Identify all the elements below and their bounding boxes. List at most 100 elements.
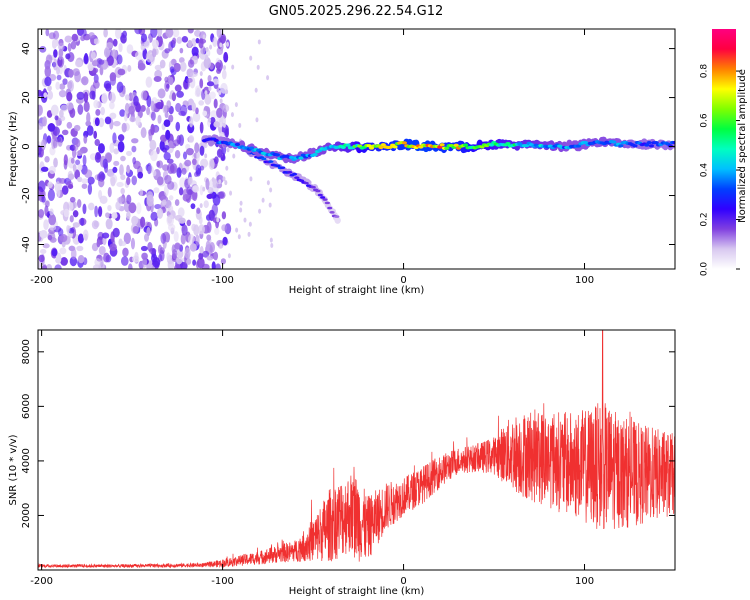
heatmap-noise-blob — [99, 256, 104, 268]
heatmap-noise-blob — [55, 81, 60, 91]
heatmap-noise-blob — [203, 200, 209, 209]
spectrogram-marks — [38, 29, 675, 269]
spectrogram-ytick-label: 0 — [21, 143, 32, 149]
heatmap-noise-blob — [91, 60, 98, 67]
heatmap-ridge-core — [401, 141, 408, 145]
snr-marks — [38, 330, 675, 569]
heatmap-branch-core — [261, 157, 267, 161]
heatmap-ridge-core — [213, 138, 219, 143]
heatmap-noise-blob — [111, 49, 118, 59]
heatmap-noise-blob — [82, 29, 87, 37]
heatmap-noise-blob — [63, 154, 68, 166]
heatmap-noise-blob — [196, 150, 200, 162]
snr-ylabel: SNR (10 * v/v) — [8, 434, 19, 505]
heatmap-noise-blob — [45, 29, 50, 37]
heatmap-noise-blob — [156, 208, 164, 220]
heatmap-noise-blob — [140, 245, 148, 252]
heatmap-noise-blob — [218, 131, 225, 138]
heatmap-noise-blob — [206, 255, 214, 261]
heatmap-branch-core — [287, 171, 293, 174]
heatmap-noise-blob — [128, 105, 135, 115]
heatmap-branch-core — [322, 198, 328, 201]
heatmap-noise-blob — [117, 134, 125, 142]
heatmap-noise-blob — [38, 208, 45, 218]
heatmap-noise-blob — [202, 186, 206, 192]
heatmap-noise-blob — [119, 109, 126, 117]
heatmap-noise-blob — [47, 181, 53, 189]
heatmap-noise-blob — [73, 143, 79, 151]
heatmap-noise-blob — [163, 119, 171, 128]
heatmap-noise-blob — [167, 180, 175, 190]
heatmap-noise-blob — [97, 173, 102, 182]
heatmap-noise-blob — [56, 185, 61, 198]
heatmap-noise-blob — [218, 179, 222, 185]
heatmap-noise-blob — [140, 104, 146, 112]
heatmap-noise-blob — [150, 150, 158, 162]
heatmap-noise-blob — [247, 231, 251, 237]
heatmap-noise-blob — [167, 223, 176, 232]
heatmap-noise-blob — [119, 164, 124, 176]
heatmap-noise-blob — [44, 156, 50, 163]
heatmap-noise-blob — [64, 35, 73, 43]
heatmap-noise-blob — [205, 46, 209, 52]
heatmap-noise-blob — [165, 129, 171, 140]
heatmap-noise-blob — [120, 34, 127, 44]
heatmap-noise-blob — [65, 181, 73, 188]
heatmap-noise-blob — [83, 100, 90, 113]
heatmap-noise-blob — [222, 122, 226, 128]
heatmap-noise-blob — [46, 110, 53, 118]
heatmap-noise-blob — [43, 219, 49, 231]
heatmap-noise-blob — [220, 258, 227, 265]
heatmap-noise-blob — [261, 197, 265, 203]
heatmap-noise-blob — [198, 224, 205, 235]
heatmap-noise-blob — [59, 109, 64, 118]
heatmap-noise-blob — [199, 71, 203, 77]
heatmap-noise-blob — [225, 89, 229, 95]
heatmap-noise-blob — [156, 29, 163, 37]
heatmap-noise-blob — [249, 55, 253, 61]
heatmap-noise-blob — [163, 184, 169, 197]
heatmap-noise-blob — [95, 109, 101, 116]
heatmap-noise-blob — [94, 117, 100, 127]
heatmap-noise-blob — [66, 91, 73, 102]
heatmap-noise-blob — [160, 232, 167, 244]
heatmap-noise-blob — [91, 220, 99, 230]
heatmap-noise-blob — [81, 178, 88, 184]
heatmap-noise-blob — [118, 42, 123, 53]
heatmap-noise-blob — [180, 233, 186, 245]
heatmap-noise-blob — [127, 65, 132, 72]
heatmap-noise-blob — [93, 99, 99, 109]
snr-panel: -200 -100 0 100 2000 4000 6000 8000 Height of s… — [8, 329, 676, 597]
heatmap-noise-blob — [48, 32, 56, 40]
heatmap-noise-blob — [98, 245, 106, 256]
heatmap-noise-blob — [107, 205, 112, 212]
heatmap-noise-blob — [120, 187, 125, 195]
heatmap-noise-blob — [62, 78, 68, 85]
heatmap-noise-blob — [126, 211, 131, 219]
colorbar-tick-label: 0.4 — [700, 163, 710, 178]
heatmap-noise-blob — [68, 245, 75, 251]
heatmap-ridge-core — [632, 144, 638, 148]
heatmap-noise-blob — [192, 259, 197, 266]
heatmap-noise-blob — [65, 53, 71, 60]
heatmap-noise-blob — [126, 194, 132, 205]
heatmap-noise-blob — [39, 248, 47, 254]
heatmap-noise-blob — [112, 166, 118, 173]
heatmap-branch-core — [320, 196, 326, 199]
colorbar-tick-label: 0.8 — [700, 64, 710, 79]
heatmap-noise-blob — [70, 40, 77, 50]
heatmap-noise-blob — [199, 121, 204, 134]
heatmap-noise-blob — [270, 242, 274, 248]
heatmap-noise-blob — [72, 68, 80, 77]
heatmap-noise-blob — [164, 48, 170, 54]
heatmap-noise-blob — [237, 234, 241, 240]
heatmap-noise-blob — [196, 257, 205, 269]
heatmap-noise-blob — [66, 225, 70, 233]
heatmap-noise-blob — [114, 29, 122, 39]
heatmap-noise-blob — [132, 157, 137, 165]
heatmap-noise-blob — [42, 243, 50, 249]
heatmap-noise-blob — [113, 160, 120, 167]
heatmap-noise-blob — [94, 258, 102, 267]
